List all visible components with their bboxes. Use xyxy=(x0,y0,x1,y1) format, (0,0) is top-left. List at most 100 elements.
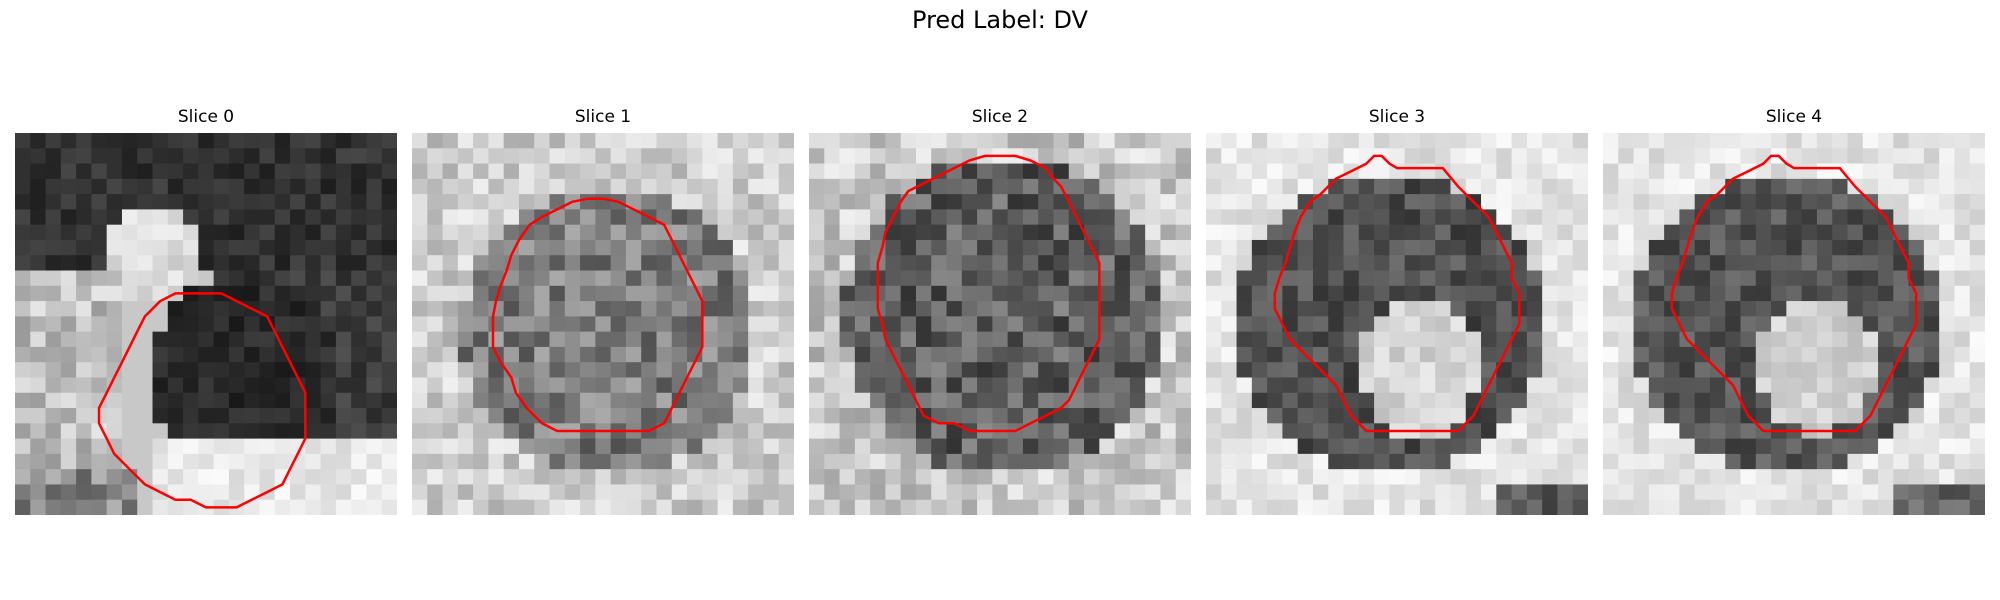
image-pixel xyxy=(748,178,765,195)
image-pixel xyxy=(717,438,734,455)
image-pixel xyxy=(503,484,520,501)
image-pixel xyxy=(76,362,92,379)
image-pixel xyxy=(442,301,459,317)
image-pixel xyxy=(1496,301,1513,317)
image-pixel xyxy=(1664,224,1680,241)
image-pixel xyxy=(457,178,474,195)
image-pixel xyxy=(1923,484,1940,501)
image-pixel xyxy=(1618,316,1635,333)
image-pixel xyxy=(381,270,397,287)
image-pixel xyxy=(702,301,719,317)
image-pixel xyxy=(763,224,780,241)
image-pixel xyxy=(1084,148,1100,165)
image-pixel xyxy=(1633,362,1650,379)
image-pixel xyxy=(1404,224,1421,241)
image-pixel xyxy=(839,194,856,210)
image-pixel xyxy=(1114,408,1131,424)
image-pixel xyxy=(1786,209,1803,226)
image-pixel xyxy=(1312,163,1329,180)
image-pixel xyxy=(1084,316,1100,333)
image-pixel xyxy=(1343,392,1360,409)
image-pixel xyxy=(1954,285,1971,302)
image-pixel xyxy=(839,239,856,256)
image-pixel xyxy=(1099,377,1116,394)
image-pixel xyxy=(1526,178,1543,195)
image-pixel xyxy=(1297,148,1314,165)
image-pixel xyxy=(702,316,719,333)
image-pixel xyxy=(549,255,566,272)
image-pixel xyxy=(1419,377,1436,394)
image-pixel xyxy=(1358,285,1375,302)
image-pixel xyxy=(1022,377,1039,394)
image-pixel xyxy=(900,453,917,470)
image-pixel xyxy=(931,423,948,440)
image-pixel xyxy=(595,163,612,180)
image-pixel xyxy=(1099,469,1116,486)
image-pixel xyxy=(30,285,47,302)
image-pixel xyxy=(1236,346,1253,363)
image-pixel xyxy=(1511,239,1528,256)
image-pixel xyxy=(1939,224,1956,241)
image-pixel xyxy=(152,377,169,394)
image-pixel xyxy=(1114,362,1131,379)
image-pixel xyxy=(534,194,551,210)
image-pixel xyxy=(351,301,368,317)
image-pixel xyxy=(1129,346,1146,363)
image-pixel xyxy=(977,392,993,409)
image-pixel xyxy=(809,362,825,379)
image-pixel xyxy=(549,224,566,241)
image-pixel xyxy=(106,301,123,317)
image-pixel xyxy=(854,423,871,440)
image-pixel xyxy=(427,423,444,440)
image-pixel xyxy=(931,224,948,241)
image-pixel xyxy=(1954,148,1971,165)
image-pixel xyxy=(549,331,566,348)
image-pixel xyxy=(1450,224,1467,241)
image-pixel xyxy=(1526,453,1543,470)
image-pixel xyxy=(1251,408,1268,424)
image-pixel xyxy=(259,209,276,226)
image-pixel xyxy=(1786,469,1803,486)
image-pixel xyxy=(1206,178,1222,195)
image-pixel xyxy=(1969,285,1985,302)
image-pixel xyxy=(977,133,993,149)
image-pixel xyxy=(1939,163,1956,180)
image-pixel xyxy=(839,316,856,333)
image-pixel xyxy=(977,285,993,302)
image-pixel xyxy=(1267,194,1283,210)
image-pixel xyxy=(1755,301,1772,317)
image-pixel xyxy=(1801,377,1818,394)
image-pixel xyxy=(167,239,184,256)
image-pixel xyxy=(1160,133,1177,149)
image-pixel xyxy=(1923,346,1940,363)
image-pixel xyxy=(1496,377,1513,394)
image-pixel xyxy=(366,331,383,348)
image-pixel xyxy=(580,346,596,363)
image-pixel xyxy=(1679,209,1696,226)
image-pixel xyxy=(580,301,596,317)
image-pixel xyxy=(1862,453,1879,470)
image-pixel xyxy=(1542,453,1559,470)
image-pixel xyxy=(183,194,199,210)
image-pixel xyxy=(213,331,230,348)
segmentation-contour xyxy=(491,197,704,433)
image-pixel xyxy=(290,239,306,256)
image-pixel xyxy=(1923,224,1940,241)
image-pixel xyxy=(1099,453,1116,470)
image-pixel xyxy=(320,392,337,409)
image-pixel xyxy=(1633,331,1650,348)
image-pixel xyxy=(625,499,642,515)
image-pixel xyxy=(1343,438,1360,455)
image-pixel xyxy=(1679,163,1696,180)
image-pixel xyxy=(1160,270,1177,287)
image-pixel xyxy=(1954,469,1971,486)
image-pixel xyxy=(1862,148,1879,165)
image-pixel xyxy=(244,331,261,348)
image-pixel xyxy=(60,438,77,455)
image-pixel xyxy=(915,392,932,409)
image-pixel xyxy=(1954,133,1971,149)
image-pixel xyxy=(213,377,230,394)
image-pixel xyxy=(854,331,871,348)
image-pixel xyxy=(1358,362,1375,379)
image-pixel xyxy=(1939,362,1956,379)
